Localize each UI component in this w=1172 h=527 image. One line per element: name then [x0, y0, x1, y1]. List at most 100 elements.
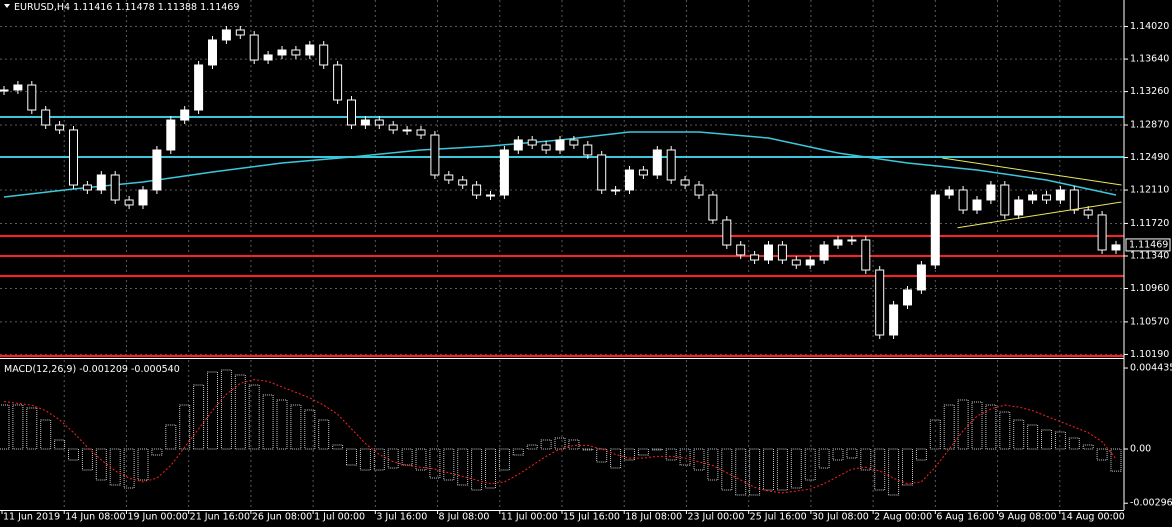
candle	[764, 244, 773, 261]
chart-header: EURUSD,H4 1.11416 1.11478 1.11388 1.1146…	[14, 2, 239, 13]
candle	[194, 64, 204, 111]
macd-bar	[804, 448, 816, 481]
signal-line	[3, 379, 1117, 494]
candle	[1111, 244, 1121, 251]
macd-bar	[818, 448, 830, 469]
candle	[805, 259, 815, 266]
macd-bar	[415, 448, 427, 471]
candle	[388, 124, 398, 131]
signal-last: -0.000540	[131, 364, 180, 375]
candle	[708, 194, 718, 221]
x-tick-label: 15 Jul 16:00	[563, 512, 620, 523]
x-tick-label: 19 Jun 00:00	[127, 512, 187, 523]
macd-bar	[1082, 444, 1094, 450]
macd-bar	[359, 448, 371, 471]
candle	[27, 84, 37, 111]
macd-bar	[790, 448, 802, 489]
candle	[903, 289, 912, 306]
candle	[0, 89, 9, 92]
x-tick-label: 14 Aug 00:00	[1061, 512, 1125, 523]
x-tick-label: 2 Aug 00:00	[874, 512, 932, 523]
x-tick-label: 9 Aug 08:00	[999, 512, 1057, 523]
candle	[638, 169, 648, 176]
macd-bar	[137, 448, 149, 481]
y-tick-label: 1.12490	[1130, 152, 1169, 163]
trendline	[957, 201, 1122, 229]
candle	[833, 239, 843, 246]
macd-bar	[943, 404, 955, 450]
candle	[958, 189, 968, 211]
macd-bar	[387, 448, 399, 469]
macd-bar	[68, 448, 79, 461]
candle	[652, 149, 662, 176]
candle	[180, 109, 190, 121]
x-tick-label: 21 Jun 16:00	[190, 512, 250, 523]
candle	[555, 139, 565, 151]
macd-bar	[846, 448, 858, 459]
y-tick-label: -0.002968	[1130, 498, 1172, 509]
y-tick-label: 1.13640	[1130, 54, 1169, 65]
y-tick-label: 1.10960	[1130, 283, 1169, 294]
candle	[82, 184, 92, 191]
candle	[499, 149, 509, 196]
candle	[1069, 189, 1079, 211]
candle	[208, 39, 217, 66]
candle	[1014, 199, 1024, 216]
candle	[819, 244, 829, 261]
macd-bar	[0, 404, 10, 450]
y-tick-label: 1.10190	[1130, 349, 1169, 360]
macd-bar	[582, 448, 594, 451]
x-tick-label: 26 Jun 08:00	[252, 512, 312, 523]
macd-bar	[346, 448, 357, 466]
candle	[41, 109, 51, 126]
candle	[166, 119, 176, 151]
open: 1.11416	[73, 2, 112, 13]
macd-bar	[443, 448, 455, 481]
macd-bar	[193, 384, 205, 450]
candle	[319, 44, 329, 66]
candle	[1042, 194, 1051, 201]
macd-bar	[735, 448, 747, 496]
macd-bar	[957, 399, 969, 450]
macd-header: MACD(12,26,9) -0.001209 -0.000540	[4, 364, 180, 375]
macd-bar	[54, 439, 66, 450]
y-tick-label: 1.11720	[1130, 218, 1169, 229]
macd-bar	[123, 448, 135, 489]
candle	[416, 129, 426, 136]
x-tick-label: 1 Jul 00:00	[314, 512, 365, 523]
macd-bar	[332, 444, 344, 450]
macd-bar	[693, 448, 705, 471]
macd-bar	[860, 448, 872, 471]
candle	[986, 184, 996, 201]
macd-bar	[318, 419, 330, 450]
candle	[55, 124, 65, 131]
macd-bar	[151, 448, 163, 456]
macd-bar	[707, 448, 719, 481]
macd-bar	[1096, 448, 1108, 461]
candle	[750, 254, 760, 261]
candle	[472, 184, 482, 196]
macd-bar	[679, 448, 691, 466]
candle	[152, 149, 162, 191]
macd-bar	[1068, 437, 1080, 450]
macd-bar	[999, 411, 1011, 450]
macd-bar	[1054, 431, 1066, 450]
macd-bar	[874, 448, 886, 491]
candle	[1083, 209, 1093, 216]
macd-bar	[637, 448, 649, 456]
y-tick-label: 0.004435	[1130, 363, 1172, 374]
x-tick-label: 14 Jun 08:00	[65, 512, 125, 523]
close: 1.11469	[200, 2, 239, 13]
macd-bar	[610, 448, 622, 469]
candle	[13, 84, 23, 91]
candle	[611, 189, 621, 192]
candle	[847, 239, 857, 242]
macd-name: MACD(12,26,9)	[4, 364, 76, 375]
macd-bar	[749, 448, 761, 496]
macd-bar	[1041, 429, 1052, 450]
macd-bar	[1027, 424, 1039, 450]
macd-bar	[373, 448, 385, 471]
candle	[96, 174, 106, 191]
candle	[625, 169, 634, 191]
